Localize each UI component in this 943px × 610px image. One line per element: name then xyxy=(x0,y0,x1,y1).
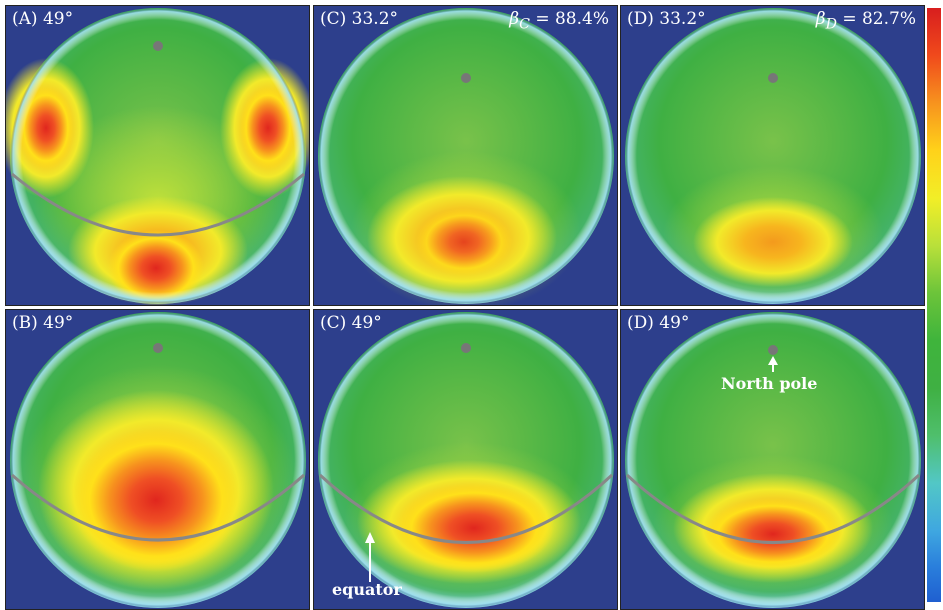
equator-line xyxy=(625,473,921,544)
equator-annotation: equator xyxy=(332,580,402,599)
arrow-head-icon xyxy=(768,356,778,365)
panel-d-bottom: (D) 49° North pole xyxy=(620,309,925,610)
north-pole-dot xyxy=(461,73,471,83)
panel-d-top: (D) 33.2° βD = 82.7% xyxy=(620,5,925,306)
equator-line xyxy=(11,172,305,237)
equator-line xyxy=(318,473,614,544)
beta-value: βC = 88.4% xyxy=(509,9,609,33)
panel-c-top: (C) 33.2° βC = 88.4% xyxy=(313,5,618,306)
arrow-head-icon xyxy=(365,532,375,543)
sphere-a-top xyxy=(6,8,309,305)
north-pole-dot xyxy=(461,343,471,353)
equator-line xyxy=(11,473,305,542)
panel-label: (C) 33.2° xyxy=(320,9,399,29)
panel-label: (C) 49° xyxy=(320,313,382,333)
beta-value: βD = 82.7% xyxy=(815,9,916,33)
colorbar xyxy=(927,8,941,602)
north-pole-dot xyxy=(153,343,163,353)
sphere-c-top xyxy=(318,8,614,305)
panel-c-bottom: (C) 49° equator xyxy=(313,309,618,610)
panel-label: (A) 49° xyxy=(12,9,74,29)
panel-b-bottom: (B) 49° xyxy=(5,309,310,610)
sphere-d-bottom xyxy=(625,312,921,608)
panel-label: (D) 49° xyxy=(627,313,690,333)
sphere-c-bottom xyxy=(318,312,614,608)
north-pole-dot xyxy=(768,345,778,355)
north-pole-dot xyxy=(153,41,163,51)
panel-label: (B) 49° xyxy=(12,313,74,333)
sphere-b-bottom xyxy=(10,312,306,608)
sphere-d-top xyxy=(625,8,921,304)
panel-label: (D) 33.2° xyxy=(627,9,706,29)
north-pole-annotation: North pole xyxy=(721,374,818,393)
panel-a-top: (A) 49° xyxy=(5,5,310,306)
north-pole-dot xyxy=(768,73,778,83)
